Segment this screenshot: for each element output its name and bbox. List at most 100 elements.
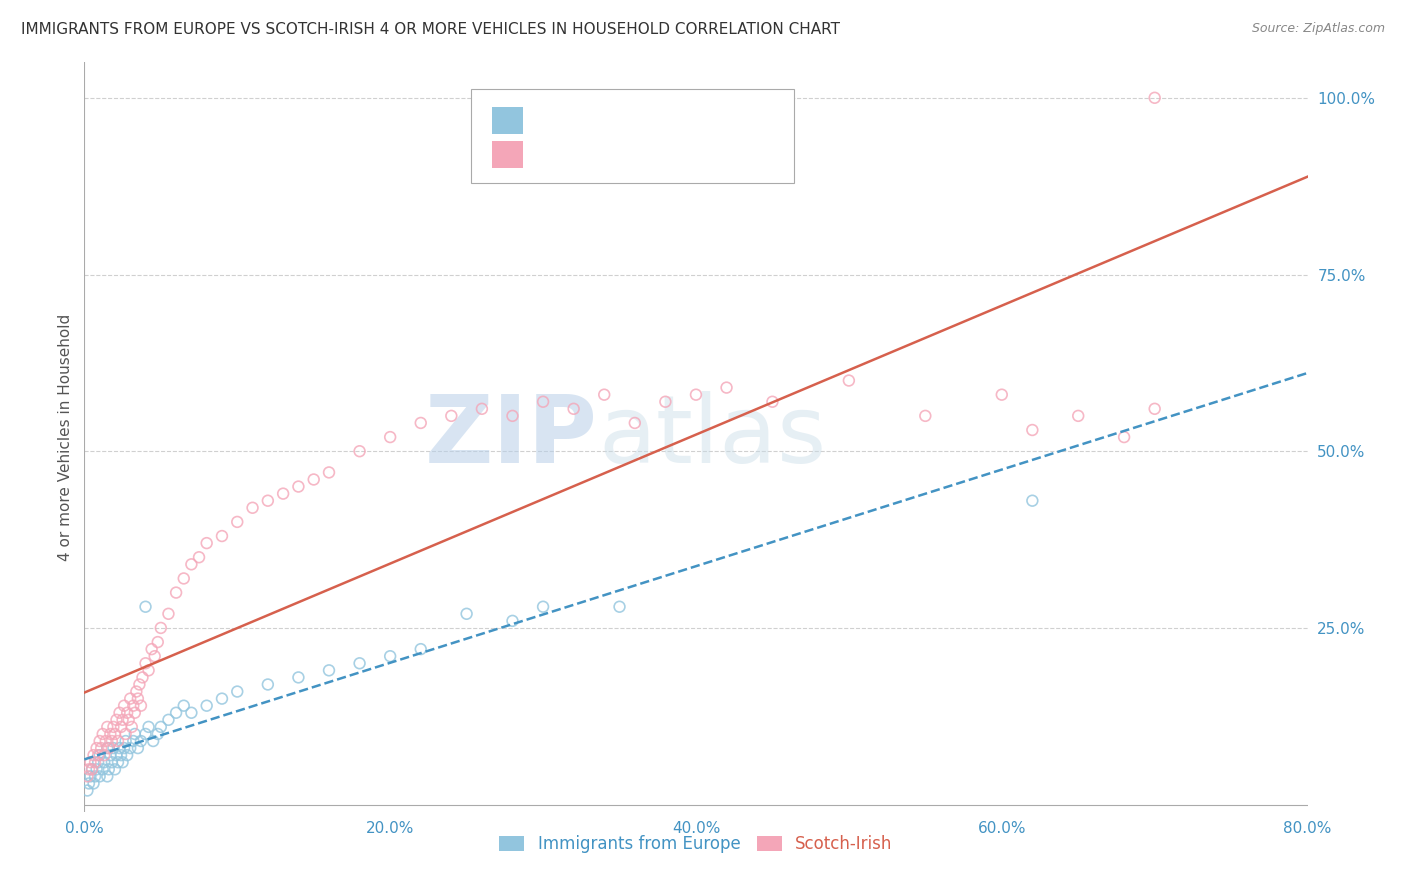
- Point: [97, 762, 120, 776]
- Point: [80, 762, 103, 776]
- Point: [79, 769, 101, 783]
- Point: [89, 769, 111, 783]
- Point: [98, 727, 121, 741]
- Point: [1143, 91, 1166, 105]
- Point: [104, 762, 127, 776]
- Point: [135, 657, 157, 671]
- Point: [121, 720, 143, 734]
- Text: ZIP: ZIP: [425, 391, 598, 483]
- Legend: Immigrants from Europe, Scotch-Irish: Immigrants from Europe, Scotch-Irish: [492, 829, 900, 860]
- Point: [349, 444, 371, 458]
- Point: [127, 741, 149, 756]
- Point: [135, 727, 157, 741]
- Point: [380, 649, 402, 664]
- Point: [105, 713, 128, 727]
- Point: [380, 430, 402, 444]
- Point: [1021, 493, 1043, 508]
- Point: [97, 741, 120, 756]
- Y-axis label: 4 or more Vehicles in Household: 4 or more Vehicles in Household: [58, 313, 73, 561]
- Point: [114, 734, 136, 748]
- Point: [135, 599, 157, 614]
- Point: [685, 387, 707, 401]
- Point: [173, 698, 195, 713]
- Point: [76, 783, 98, 797]
- Point: [149, 621, 172, 635]
- Point: [165, 585, 187, 599]
- Point: [302, 473, 325, 487]
- Point: [149, 720, 172, 734]
- Point: [654, 394, 676, 409]
- Point: [1067, 409, 1090, 423]
- Point: [127, 691, 149, 706]
- Point: [108, 741, 131, 756]
- Point: [111, 713, 134, 727]
- Point: [195, 698, 218, 713]
- Point: [242, 500, 264, 515]
- Point: [531, 599, 554, 614]
- Point: [120, 691, 142, 706]
- Point: [90, 741, 112, 756]
- Text: Source: ZipAtlas.com: Source: ZipAtlas.com: [1251, 22, 1385, 36]
- Point: [349, 657, 371, 671]
- Point: [143, 649, 166, 664]
- Point: [226, 684, 249, 698]
- Point: [115, 748, 138, 763]
- Point: [142, 734, 165, 748]
- Point: [115, 706, 138, 720]
- Point: [146, 635, 169, 649]
- Point: [114, 727, 136, 741]
- Point: [77, 776, 100, 790]
- Point: [107, 756, 129, 770]
- Point: [991, 387, 1014, 401]
- Point: [122, 698, 145, 713]
- Text: R =: R =: [534, 150, 568, 165]
- Point: [226, 515, 249, 529]
- Point: [83, 748, 105, 763]
- Point: [318, 664, 340, 678]
- Point: [716, 381, 738, 395]
- Point: [86, 741, 108, 756]
- Point: [146, 727, 169, 741]
- Point: [838, 374, 860, 388]
- Point: [1021, 423, 1043, 437]
- Point: [89, 734, 111, 748]
- Point: [211, 691, 233, 706]
- Point: [138, 720, 160, 734]
- Point: [138, 664, 160, 678]
- Point: [86, 762, 108, 776]
- Point: [456, 607, 478, 621]
- Point: [624, 416, 647, 430]
- Point: [93, 756, 115, 770]
- Point: [211, 529, 233, 543]
- Point: [107, 734, 129, 748]
- Point: [195, 536, 218, 550]
- Point: [122, 734, 145, 748]
- Point: [79, 756, 101, 770]
- Point: [94, 734, 117, 748]
- Point: [129, 698, 152, 713]
- Point: [1143, 401, 1166, 416]
- Point: [103, 741, 125, 756]
- Text: 78: 78: [693, 150, 714, 165]
- Point: [409, 416, 432, 430]
- Point: [84, 756, 107, 770]
- Point: [91, 727, 114, 741]
- Point: [83, 776, 105, 790]
- Point: [93, 748, 115, 763]
- Point: [131, 670, 153, 684]
- Point: [96, 741, 118, 756]
- Point: [287, 479, 309, 493]
- Point: [96, 769, 118, 783]
- Point: [120, 741, 142, 756]
- Text: R =: R =: [534, 116, 568, 131]
- Point: [128, 677, 150, 691]
- Point: [914, 409, 936, 423]
- Point: [105, 748, 128, 763]
- Point: [562, 401, 585, 416]
- Point: [173, 571, 195, 585]
- Point: [101, 756, 124, 770]
- Point: [112, 698, 135, 713]
- Point: [141, 642, 163, 657]
- Point: [110, 748, 132, 763]
- Point: [98, 748, 121, 763]
